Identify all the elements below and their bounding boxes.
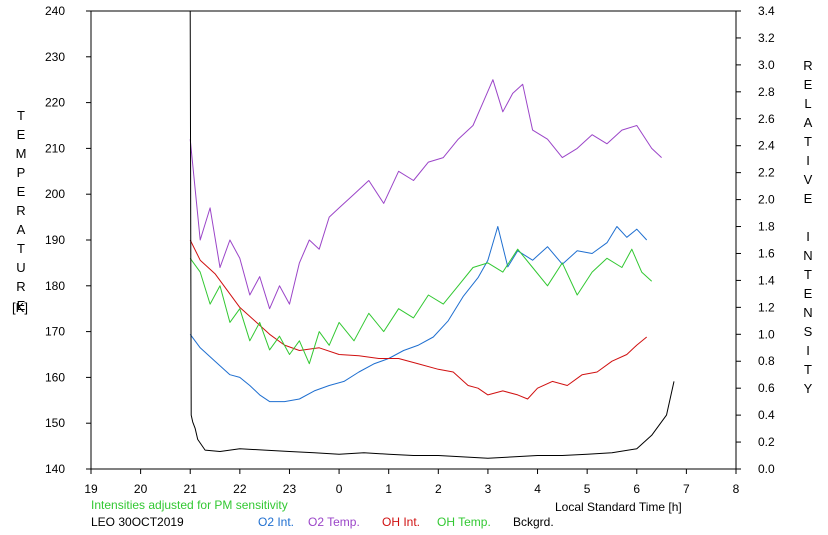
x-tick-label: 4 bbox=[534, 482, 541, 496]
left-tick-label: 140 bbox=[45, 462, 65, 476]
right-tick-label: 1.0 bbox=[758, 327, 775, 341]
left-axis-ticks: 140 150 160 170 180 190 200 210 220 230 240 bbox=[45, 4, 91, 476]
left-tick-label: 180 bbox=[45, 279, 65, 293]
left-tick-label: 150 bbox=[45, 416, 65, 430]
x-axis-ticks: 19 20 21 22 23 0 1 2 3 4 5 6 7 8 bbox=[84, 469, 740, 496]
x-axis-label: Local Standard Time [h] bbox=[555, 500, 682, 514]
legend-o2-int: O2 Int. bbox=[258, 515, 295, 529]
left-tick-label: 200 bbox=[45, 187, 65, 201]
x-tick-label: 0 bbox=[336, 482, 343, 496]
right-tick-label: 0.2 bbox=[758, 435, 775, 449]
left-tick-label: 240 bbox=[45, 4, 65, 18]
right-tick-label: 2.8 bbox=[758, 85, 775, 99]
x-tick-label: 5 bbox=[584, 482, 591, 496]
left-tick-label: 210 bbox=[45, 141, 65, 155]
right-tick-label: 3.4 bbox=[758, 4, 775, 18]
right-tick-label: 3.2 bbox=[758, 31, 775, 45]
series-line-o2-temp bbox=[189, 79, 662, 310]
left-tick-label: 230 bbox=[45, 50, 65, 64]
right-tick-label: 2.6 bbox=[758, 112, 775, 126]
right-tick-label: 0.4 bbox=[758, 408, 775, 422]
series-layer bbox=[189, 10, 675, 459]
series-line-oh-temp bbox=[189, 248, 653, 365]
x-tick-label: 7 bbox=[683, 482, 690, 496]
right-tick-label: 3.0 bbox=[758, 58, 775, 72]
right-axis-ticks: 0.0 0.2 0.4 0.6 0.8 1.0 1.2 1.4 1.6 1.8 2.0 2.2 2.4 2… bbox=[736, 4, 775, 476]
right-tick-label: 2.2 bbox=[758, 166, 775, 180]
left-tick-label: 190 bbox=[45, 233, 65, 247]
legend-background: Bckgrd. bbox=[513, 515, 554, 529]
x-tick-label: 8 bbox=[733, 482, 740, 496]
right-tick-label: 0.8 bbox=[758, 354, 775, 368]
series-line-oh-int bbox=[189, 239, 648, 400]
right-tick-label: 2.4 bbox=[758, 139, 775, 153]
right-tick-label: 0.6 bbox=[758, 381, 775, 395]
right-tick-label: 1.8 bbox=[758, 220, 775, 234]
left-tick-label: 170 bbox=[45, 325, 65, 339]
x-tick-label: 20 bbox=[134, 482, 148, 496]
station-label: LEO 30OCT2019 bbox=[91, 515, 184, 529]
right-tick-label: 0.0 bbox=[758, 462, 775, 476]
left-axis-unit: [K] bbox=[12, 300, 28, 315]
right-tick-label: 1.4 bbox=[758, 273, 775, 287]
plot-frame bbox=[90, 10, 737, 470]
x-tick-label: 3 bbox=[485, 482, 492, 496]
x-tick-label: 2 bbox=[435, 482, 442, 496]
right-tick-label: 1.2 bbox=[758, 300, 775, 314]
note-text: Intensities adjusted for PM sensitivity bbox=[91, 498, 288, 512]
legend-oh-temp: OH Temp. bbox=[437, 515, 491, 529]
series-line-o2-int bbox=[189, 226, 648, 403]
x-tick-label: 22 bbox=[233, 482, 247, 496]
right-tick-label: 2.0 bbox=[758, 193, 775, 207]
x-tick-label: 19 bbox=[84, 482, 98, 496]
x-tick-label: 6 bbox=[633, 482, 640, 496]
x-tick-label: 23 bbox=[283, 482, 297, 496]
left-tick-label: 160 bbox=[45, 370, 65, 384]
series-line-bckgrd bbox=[189, 10, 675, 459]
x-tick-label: 21 bbox=[184, 482, 198, 496]
left-tick-label: 220 bbox=[45, 96, 65, 110]
legend-o2-temp: O2 Temp. bbox=[308, 515, 360, 529]
legend-oh-int: OH Int. bbox=[382, 515, 421, 529]
x-tick-label: 1 bbox=[385, 482, 392, 496]
right-tick-label: 1.6 bbox=[758, 246, 775, 260]
